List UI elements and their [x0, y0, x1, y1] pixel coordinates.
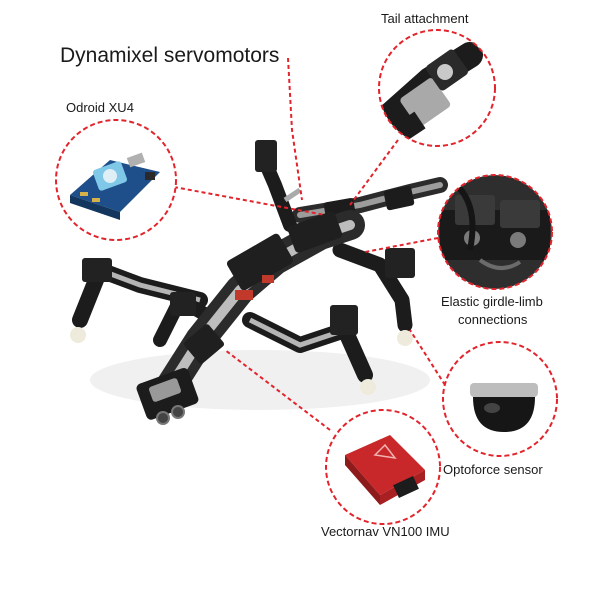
leader-elastic	[364, 237, 439, 253]
leader-dynamixel	[287, 57, 303, 201]
label-tail-attachment: Tail attachment	[381, 11, 469, 26]
label-elastic-line1: Elastic girdle-limb	[441, 294, 543, 309]
leader-optoforce	[409, 329, 446, 386]
callout-elastic	[437, 174, 553, 290]
robot-foot	[397, 330, 413, 346]
robot-rear-right-leg	[332, 242, 415, 346]
callout-optoforce	[442, 341, 558, 457]
label-odroid: Odroid XU4	[66, 100, 134, 115]
circuit-board-icon	[56, 120, 176, 240]
label-elastic-connections: Elastic girdle-limb connections	[441, 293, 543, 329]
robot-foot	[360, 379, 376, 395]
robot-foot	[70, 327, 86, 343]
elastic-connection-icon	[438, 175, 552, 289]
robot	[70, 140, 448, 425]
callout-odroid	[55, 119, 177, 241]
leader-imu	[224, 349, 331, 431]
label-dynamixel: Dynamixel servomotors	[60, 44, 280, 67]
label-imu: Vectornav VN100 IMU	[321, 524, 450, 539]
robot-front-right-leg	[242, 305, 376, 395]
leader-odroid	[173, 186, 326, 216]
label-elastic-line2: connections	[458, 312, 528, 327]
force-sensor-dome-icon	[443, 342, 557, 456]
imu-module-icon	[326, 410, 440, 524]
label-optoforce: Optoforce sensor	[443, 462, 543, 477]
robot-rear-left-leg	[255, 140, 302, 232]
callout-lines	[173, 57, 446, 431]
robot-body	[150, 210, 365, 410]
callout-tail	[378, 29, 496, 147]
callout-imu	[325, 409, 441, 525]
robot-head	[136, 367, 199, 425]
